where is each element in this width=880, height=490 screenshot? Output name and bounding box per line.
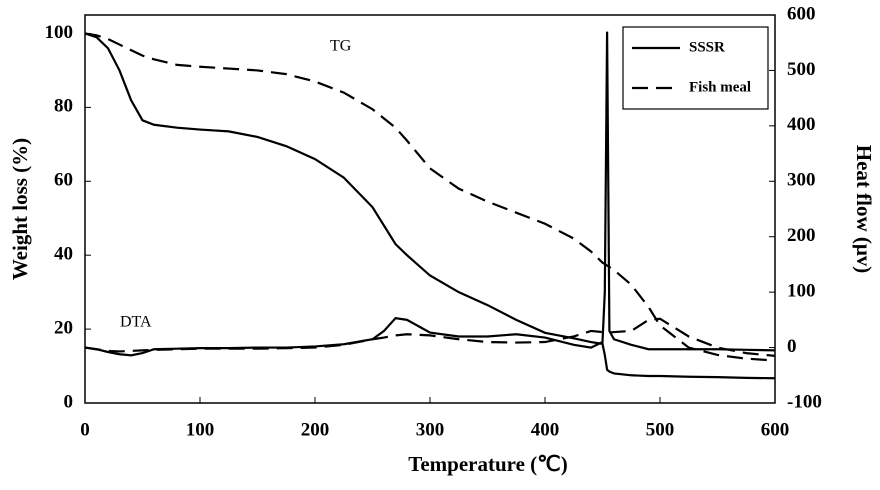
y-tick-label: 100 [45, 22, 74, 43]
annotation: DTA [120, 314, 152, 331]
y2-tick-label: 600 [787, 3, 816, 24]
y2-axis-title: Heat flow (μv) [852, 145, 876, 274]
x-tick-label: 200 [301, 419, 330, 440]
x-tick-label: 100 [186, 419, 215, 440]
y2-tick-label: 500 [787, 59, 816, 80]
y-tick-label: 0 [64, 391, 74, 412]
y-tick-label: 40 [54, 244, 73, 265]
x-tick-label: 0 [80, 419, 90, 440]
y-tick-label: 20 [54, 317, 73, 338]
x-tick-label: 500 [646, 419, 675, 440]
dta-line [84, 31, 776, 357]
dta-line [84, 317, 776, 357]
y2-tick-label: -100 [787, 391, 822, 412]
legend-text: SSSR [689, 39, 725, 55]
x-tick-label: 600 [761, 419, 790, 440]
y-axis-title: Weight loss (%) [8, 138, 32, 280]
tg-line [84, 32, 776, 362]
x-tick-label: 300 [416, 419, 445, 440]
y-tick-label: 60 [54, 170, 73, 191]
y2-tick-label: 0 [787, 336, 797, 357]
y-tick-label: 80 [54, 96, 73, 117]
tg-line [84, 32, 776, 380]
x-axis-title: Temperature (℃) [408, 452, 567, 476]
legend-box [622, 26, 769, 110]
annotation: TG [330, 38, 352, 55]
y2-tick-label: 100 [787, 281, 816, 302]
x-tick-label: 400 [531, 419, 560, 440]
y2-tick-label: 400 [787, 114, 816, 135]
y2-tick-label: 200 [787, 225, 816, 246]
legend-text: Fish meal [689, 79, 751, 95]
y2-tick-label: 300 [787, 170, 816, 191]
